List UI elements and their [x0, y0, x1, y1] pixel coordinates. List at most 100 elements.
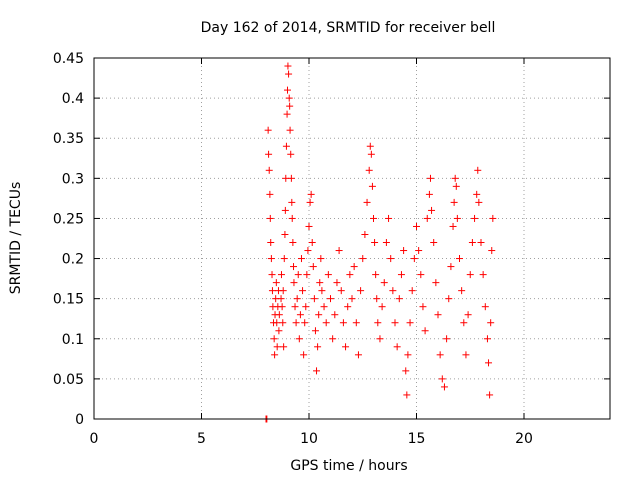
x-tick-label: 10: [300, 431, 318, 447]
data-point: [357, 287, 365, 295]
data-point: [436, 351, 444, 359]
data-point: [380, 279, 388, 287]
data-point: [305, 222, 313, 230]
data-point: [275, 327, 283, 335]
data-point: [280, 343, 288, 351]
data-point: [434, 311, 442, 319]
data-point: [449, 222, 457, 230]
data-point: [289, 239, 297, 247]
data-point: [421, 327, 429, 335]
data-point: [483, 335, 491, 343]
data-point: [270, 335, 278, 343]
data-point: [266, 214, 274, 222]
data-point: [486, 391, 494, 399]
y-tick-label: 0.1: [62, 332, 84, 348]
grid-lines: [94, 58, 610, 419]
data-point: [451, 174, 459, 182]
data-point: [466, 271, 474, 279]
y-tick-label: 0.25: [53, 211, 84, 227]
y-tick-label: 0.35: [53, 131, 84, 147]
data-point: [450, 198, 458, 206]
data-point: [266, 190, 274, 198]
data-point: [339, 319, 347, 327]
y-tick-label: 0: [75, 412, 84, 428]
data-point: [279, 287, 287, 295]
x-axis-label: GPS time / hours: [290, 458, 407, 474]
data-point: [302, 303, 310, 311]
data-point: [282, 142, 290, 150]
data-point: [462, 351, 470, 359]
data-point: [372, 271, 380, 279]
data-point: [278, 303, 286, 311]
data-point: [393, 343, 401, 351]
data-point: [413, 222, 420, 230]
data-point: [389, 287, 397, 295]
data-point: [284, 86, 291, 94]
data-point: [415, 247, 423, 255]
data-point: [456, 255, 463, 263]
data-point: [337, 287, 345, 295]
y-tick-label: 0.05: [53, 372, 84, 388]
data-point: [428, 206, 436, 214]
data-point: [404, 351, 412, 359]
data-point: [471, 214, 479, 222]
data-point: [299, 287, 307, 295]
data-point: [468, 239, 476, 247]
data-point: [311, 327, 319, 335]
data-point: [264, 126, 272, 134]
data-point: [376, 335, 384, 343]
data-point: [296, 311, 304, 319]
data-point: [410, 255, 418, 263]
data-point: [287, 150, 295, 158]
data-point: [488, 247, 496, 255]
data-point: [291, 303, 299, 311]
axis-ticks: [93, 57, 610, 420]
data-point: [290, 263, 298, 271]
data-point: [361, 230, 369, 238]
x-tick-label: 15: [408, 431, 426, 447]
data-point: [346, 271, 354, 279]
data-point: [344, 303, 352, 311]
data-point: [479, 271, 487, 279]
data-point: [292, 319, 300, 327]
data-point: [331, 311, 339, 319]
y-tick-label: 0.2: [62, 252, 84, 268]
data-point: [426, 174, 434, 182]
data-point: [301, 319, 309, 327]
data-point: [474, 166, 482, 174]
data-point: [460, 319, 468, 327]
data-point: [373, 295, 381, 303]
data-point: [287, 174, 295, 182]
data-point: [354, 351, 362, 359]
data-point: [350, 263, 358, 271]
data-point: [378, 303, 386, 311]
data-point: [320, 303, 328, 311]
data-point: [382, 239, 390, 247]
y-tick-label: 0.4: [62, 91, 84, 107]
data-point: [489, 214, 497, 222]
data-point: [277, 295, 285, 303]
data-point: [304, 247, 312, 255]
data-point: [327, 295, 334, 303]
data-point: [281, 230, 289, 238]
data-point: [309, 263, 317, 271]
data-point: [370, 214, 377, 222]
plot-frame: [93, 57, 611, 420]
data-point: [310, 295, 318, 303]
data-point: [406, 319, 414, 327]
data-point: [387, 255, 395, 263]
data-point: [458, 287, 466, 295]
data-point: [297, 255, 305, 263]
data-point: [324, 271, 332, 279]
data-point: [447, 263, 455, 271]
data-point: [374, 319, 382, 327]
data-point: [363, 198, 371, 206]
data-point: [294, 271, 302, 279]
data-point: [316, 279, 324, 287]
data-point: [273, 343, 281, 351]
y-tick-label: 0.3: [62, 171, 84, 187]
data-point: [283, 110, 291, 118]
data-point: [423, 214, 431, 222]
data-point: [348, 295, 356, 303]
